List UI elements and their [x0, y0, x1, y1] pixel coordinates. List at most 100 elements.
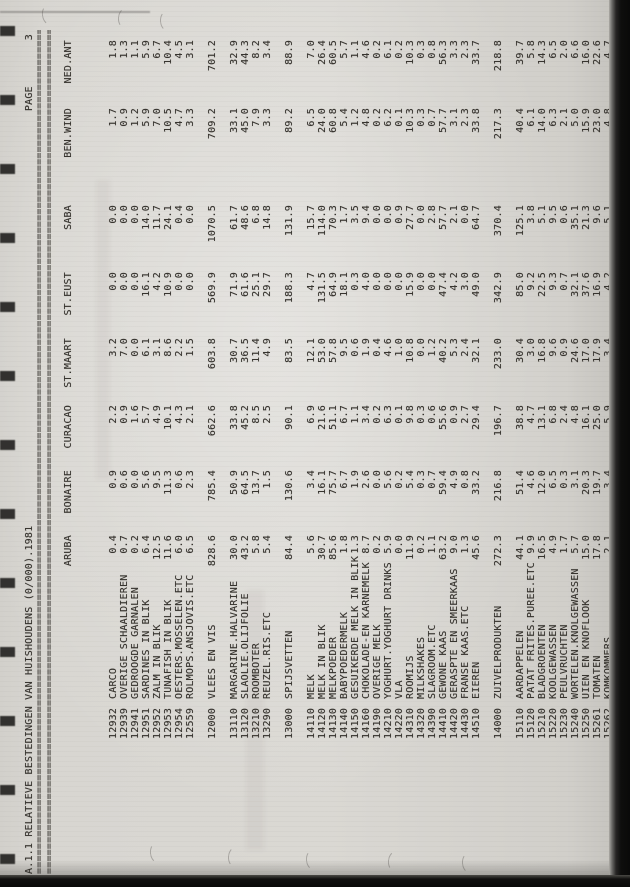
cell-value: 10.4	[163, 40, 174, 65]
cell-value: 10.5	[163, 108, 174, 133]
cell-value: 59.4	[438, 470, 449, 495]
row-code: 15240	[570, 707, 581, 739]
cell-value: 45.2	[240, 405, 251, 430]
row-code: 12952	[152, 707, 163, 739]
cell-value: 6.8	[251, 205, 262, 224]
row-code: 12559	[185, 707, 196, 739]
cell-value: 5.6	[383, 470, 394, 489]
row-code: 14210	[383, 707, 394, 739]
cell-value: 4.3	[174, 405, 185, 424]
row-code: 12954	[174, 707, 185, 739]
table-row: 15240 WORTELEN.KNOLGEWASSEN 5.7 3.1 4.8 …	[570, 30, 581, 874]
cell-value: 1.5	[262, 470, 273, 489]
column-header-aruba: ARUBA	[63, 535, 74, 567]
cell-value: 217.3	[493, 108, 504, 140]
cell-value: 5.4	[262, 535, 273, 554]
cell-value: 0.0	[394, 272, 405, 291]
cell-value: 5.0	[570, 108, 581, 127]
spiral-binding-holes	[0, 0, 15, 887]
cell-value: 216.8	[493, 470, 504, 502]
cell-value: 4.7	[174, 108, 185, 127]
cell-value: 16.1	[317, 470, 328, 495]
cell-value: 0.4	[108, 535, 119, 554]
row-code: 15210	[537, 707, 548, 739]
cell-value: 10.3	[405, 40, 416, 65]
row-label: MARGARINE.HALVARINE	[229, 580, 240, 699]
cell-value: 0.3	[350, 272, 361, 291]
row-label: TOMATEN	[592, 655, 603, 699]
cell-value: 0.0	[130, 338, 141, 357]
cell-value: 785.4	[207, 470, 218, 502]
cell-value: 24.6	[570, 338, 581, 363]
cell-value: 0.6	[559, 205, 570, 224]
cell-value: 1.9	[350, 470, 361, 489]
cell-value: 8.5	[251, 405, 262, 424]
cell-value: 0.6	[174, 470, 185, 489]
table-row: 15250 UIEN EN KNOFLOOK 15.0 20.3 16.1 17…	[581, 30, 592, 874]
table-row: 12953 TUNAFISH IN BLIK 11.6 11.3 10.1 8.…	[163, 30, 174, 874]
cell-value: 14.0	[141, 205, 152, 230]
cell-value: 4.6	[361, 40, 372, 59]
cell-value: 2.4	[559, 405, 570, 424]
row-code: 14420	[449, 707, 460, 739]
cell-value: 0.9	[449, 405, 460, 424]
cell-value: 38.8	[515, 405, 526, 430]
cell-value: 0.0	[416, 272, 427, 291]
cell-value: 3.3	[262, 108, 273, 127]
row-code: 12000	[207, 707, 218, 739]
cell-value: 828.6	[207, 535, 218, 567]
cell-value: 0.0	[416, 205, 427, 224]
row-label: TUNAFISH IN BLIK	[163, 599, 174, 699]
cell-value: 27.7	[405, 205, 416, 230]
cell-value: 0.0	[174, 272, 185, 291]
cell-value: 0.2	[130, 535, 141, 554]
table-row: 14190 OVERIGE MELK 0.2 0.0 0.2 0.4 0.0 0…	[372, 30, 383, 874]
cell-value: 1.2	[130, 108, 141, 127]
row-label: AARDAPPELEN	[515, 630, 526, 699]
cell-value: 10.3	[405, 108, 416, 133]
table-row: 14410 GEWONE KAAS 63.2 59.4 55.6 40.2 47…	[438, 30, 449, 874]
cell-value: 6.4	[141, 535, 152, 554]
row-label: CHOKOLADE-EN KARNEMELK	[361, 562, 372, 699]
cell-value: 130.6	[284, 470, 295, 502]
cell-value: 6.7	[339, 470, 350, 489]
cell-value: 0.3	[416, 40, 427, 59]
cell-value: 0.9	[119, 405, 130, 424]
cell-value: 26.4	[317, 40, 328, 65]
table-row: 12951 SARDINES IN BLIK 6.4 5.6 5.7 6.1 1…	[141, 30, 152, 874]
cell-value: 1.9	[361, 338, 372, 357]
cell-value: 16.5	[537, 535, 548, 560]
row-code: 14160	[361, 707, 372, 739]
page-number: 3	[24, 34, 35, 41]
cell-value: 1.6	[130, 405, 141, 424]
cell-value: 49.0	[471, 272, 482, 297]
cell-value: 5.7	[339, 40, 350, 59]
cell-value: 12.0	[537, 470, 548, 495]
cell-value: 11.7	[152, 205, 163, 230]
column-header-saba: SABA	[63, 205, 74, 230]
cell-value: 5.9	[141, 40, 152, 59]
cell-value: 20.3	[581, 470, 592, 495]
page-label: PAGE	[24, 86, 35, 112]
row-label: ZALM IN BLIK	[152, 624, 163, 699]
cell-value: 1.7	[559, 535, 570, 554]
cell-value: 4.7	[526, 405, 537, 424]
cell-value: 370.4	[493, 205, 504, 237]
table-row: 14000 ZUIVELPRODUKTEN 272.3 216.8 196.7 …	[493, 30, 504, 874]
cell-value: 1.3	[350, 535, 361, 554]
separator-line: ========================================…	[35, 30, 45, 874]
cell-value: 51.1	[328, 405, 339, 430]
row-label: KOOLGEWASSEN	[548, 624, 559, 699]
cell-value: 21.3	[581, 205, 592, 230]
cell-value: 16.1	[581, 405, 592, 430]
cell-value: 4.0	[361, 272, 372, 291]
cell-value: 9.5	[339, 338, 350, 357]
row-code: 14110	[306, 707, 317, 739]
cell-value: 603.8	[207, 338, 218, 370]
row-label: CARCO	[108, 667, 119, 699]
cell-value: 5.6	[306, 535, 317, 554]
row-code: 15110	[515, 707, 526, 739]
row-label: YOGHURT.YOGHURT DRINKS	[383, 562, 394, 699]
cell-value: 6.1	[526, 108, 537, 127]
